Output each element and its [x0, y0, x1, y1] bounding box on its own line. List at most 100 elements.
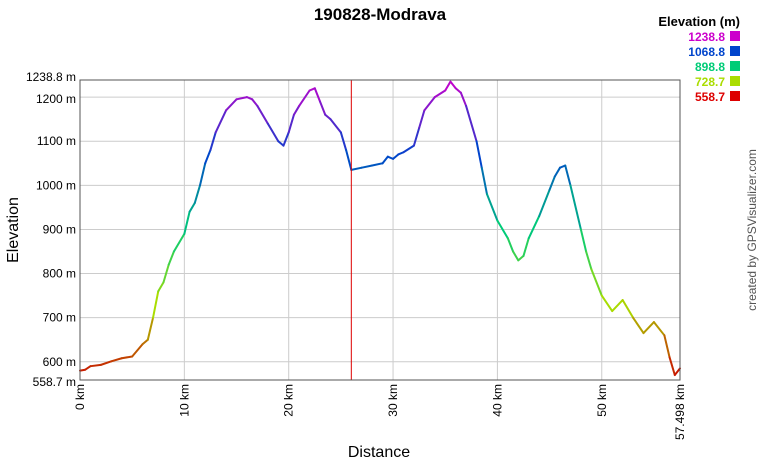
legend-swatch [730, 46, 740, 56]
legend-swatch [730, 31, 740, 41]
y-tick-label: 700 m [43, 311, 76, 325]
profile-segment [449, 80, 457, 90]
profile-segment [157, 281, 165, 293]
y-tick-label: 1000 m [36, 178, 76, 192]
y-tick-label: 558.7 m [33, 375, 76, 389]
profile-segment [569, 184, 582, 231]
profile-segment [538, 188, 551, 218]
profile-segment [199, 162, 207, 187]
profile-segment [235, 96, 248, 101]
profile-segment [266, 122, 280, 143]
profile-segment [172, 232, 186, 253]
profile-segment [350, 166, 363, 171]
x-tick-label: 57.498 km [673, 384, 687, 440]
profile-segment [162, 263, 170, 284]
profile-segment [89, 363, 102, 368]
profile-segment [433, 89, 447, 99]
profile-segment [412, 126, 421, 147]
profile-segment [193, 184, 202, 204]
profile-segment [345, 149, 353, 171]
profile-segment [553, 166, 562, 178]
profile-segment [480, 166, 488, 196]
profile-segment [423, 96, 436, 112]
profile-segment [287, 113, 295, 134]
x-tick-label: 0 km [73, 384, 87, 410]
profile-segment [444, 80, 452, 92]
profile-segment [459, 91, 468, 107]
x-axis-ticks: 0 km 10 km 20 km 30 km 40 km 50 km 57.498 km [73, 384, 687, 440]
profile-segment [496, 219, 509, 240]
profile-segment [152, 290, 160, 319]
y-tick-label: 600 m [43, 355, 76, 369]
profile-segment [110, 357, 123, 363]
legend-value: 1068.8 [688, 45, 725, 59]
profile-segment [99, 360, 113, 366]
profile-segment [548, 175, 556, 191]
y-tick-label: 1238.8 m [26, 70, 76, 84]
profile-segment [360, 164, 374, 169]
chart-title: 190828-Modrava [314, 5, 447, 24]
x-axis-label: Distance [348, 444, 410, 460]
credit-text: created by GPSVisualizer.com [745, 149, 759, 311]
profile-segment [282, 131, 290, 147]
profile-segment [167, 250, 175, 266]
profile-segment [204, 149, 212, 165]
profile-segment [183, 210, 191, 235]
profile-segment [84, 365, 92, 371]
x-tick-label: 10 km [177, 384, 191, 417]
profile-segment [522, 237, 530, 257]
elevation-profile [79, 80, 681, 377]
profile-segment [668, 356, 676, 377]
legend-swatch [730, 76, 740, 86]
y-tick-label: 800 m [43, 267, 76, 281]
profile-segment [324, 113, 332, 121]
profile-segment [339, 131, 348, 152]
profile-segment [512, 250, 520, 262]
profile-segment [621, 299, 635, 319]
legend-value: 1238.8 [688, 30, 725, 44]
x-tick-label: 30 km [386, 384, 400, 417]
profile-segment [256, 104, 269, 125]
legend-swatch [730, 91, 740, 101]
profile-segment [292, 104, 301, 116]
profile-segment [371, 162, 384, 167]
profile-segment [418, 109, 426, 129]
profile-segment [673, 367, 681, 377]
profile-segment [485, 193, 499, 222]
profile-segment [209, 131, 217, 152]
profile-segment [506, 237, 515, 253]
y-tick-label: 1100 m [37, 134, 76, 148]
x-tick-label: 50 km [595, 384, 609, 417]
profile-segment [131, 343, 144, 358]
profile-segment [454, 87, 462, 94]
profile-segment [579, 228, 588, 253]
y-tick-label: 900 m [43, 222, 76, 236]
profile-segment [585, 250, 593, 271]
profile-segment [517, 254, 525, 262]
profile-segment [475, 140, 483, 169]
legend-swatch [730, 61, 740, 71]
profile-segment [465, 104, 478, 143]
profile-segment [392, 153, 400, 160]
profile-segment [611, 299, 624, 313]
profile-segment [632, 316, 645, 335]
x-tick-label: 20 km [282, 384, 296, 417]
profile-segment [214, 109, 228, 134]
profile-segment [225, 98, 238, 112]
legend-value: 898.8 [695, 60, 725, 74]
profile-segment [402, 144, 415, 154]
y-axis-label: Elevation [5, 197, 22, 263]
profile-segment [590, 268, 603, 297]
profile-segment [251, 98, 259, 107]
x-tick-label: 40 km [490, 384, 504, 417]
profile-segment [298, 89, 311, 107]
plot-frame [79, 79, 681, 381]
profile-segment [319, 100, 327, 116]
profile-segment [146, 316, 155, 341]
profile-segment [527, 215, 541, 240]
y-axis-ticks: 558.7 m 600 m 700 m 800 m 900 m 1000 m 1100 m 1… [26, 70, 76, 389]
profile-segment [663, 334, 671, 359]
legend-value: 728.7 [695, 75, 725, 89]
profile-segment [381, 155, 389, 165]
